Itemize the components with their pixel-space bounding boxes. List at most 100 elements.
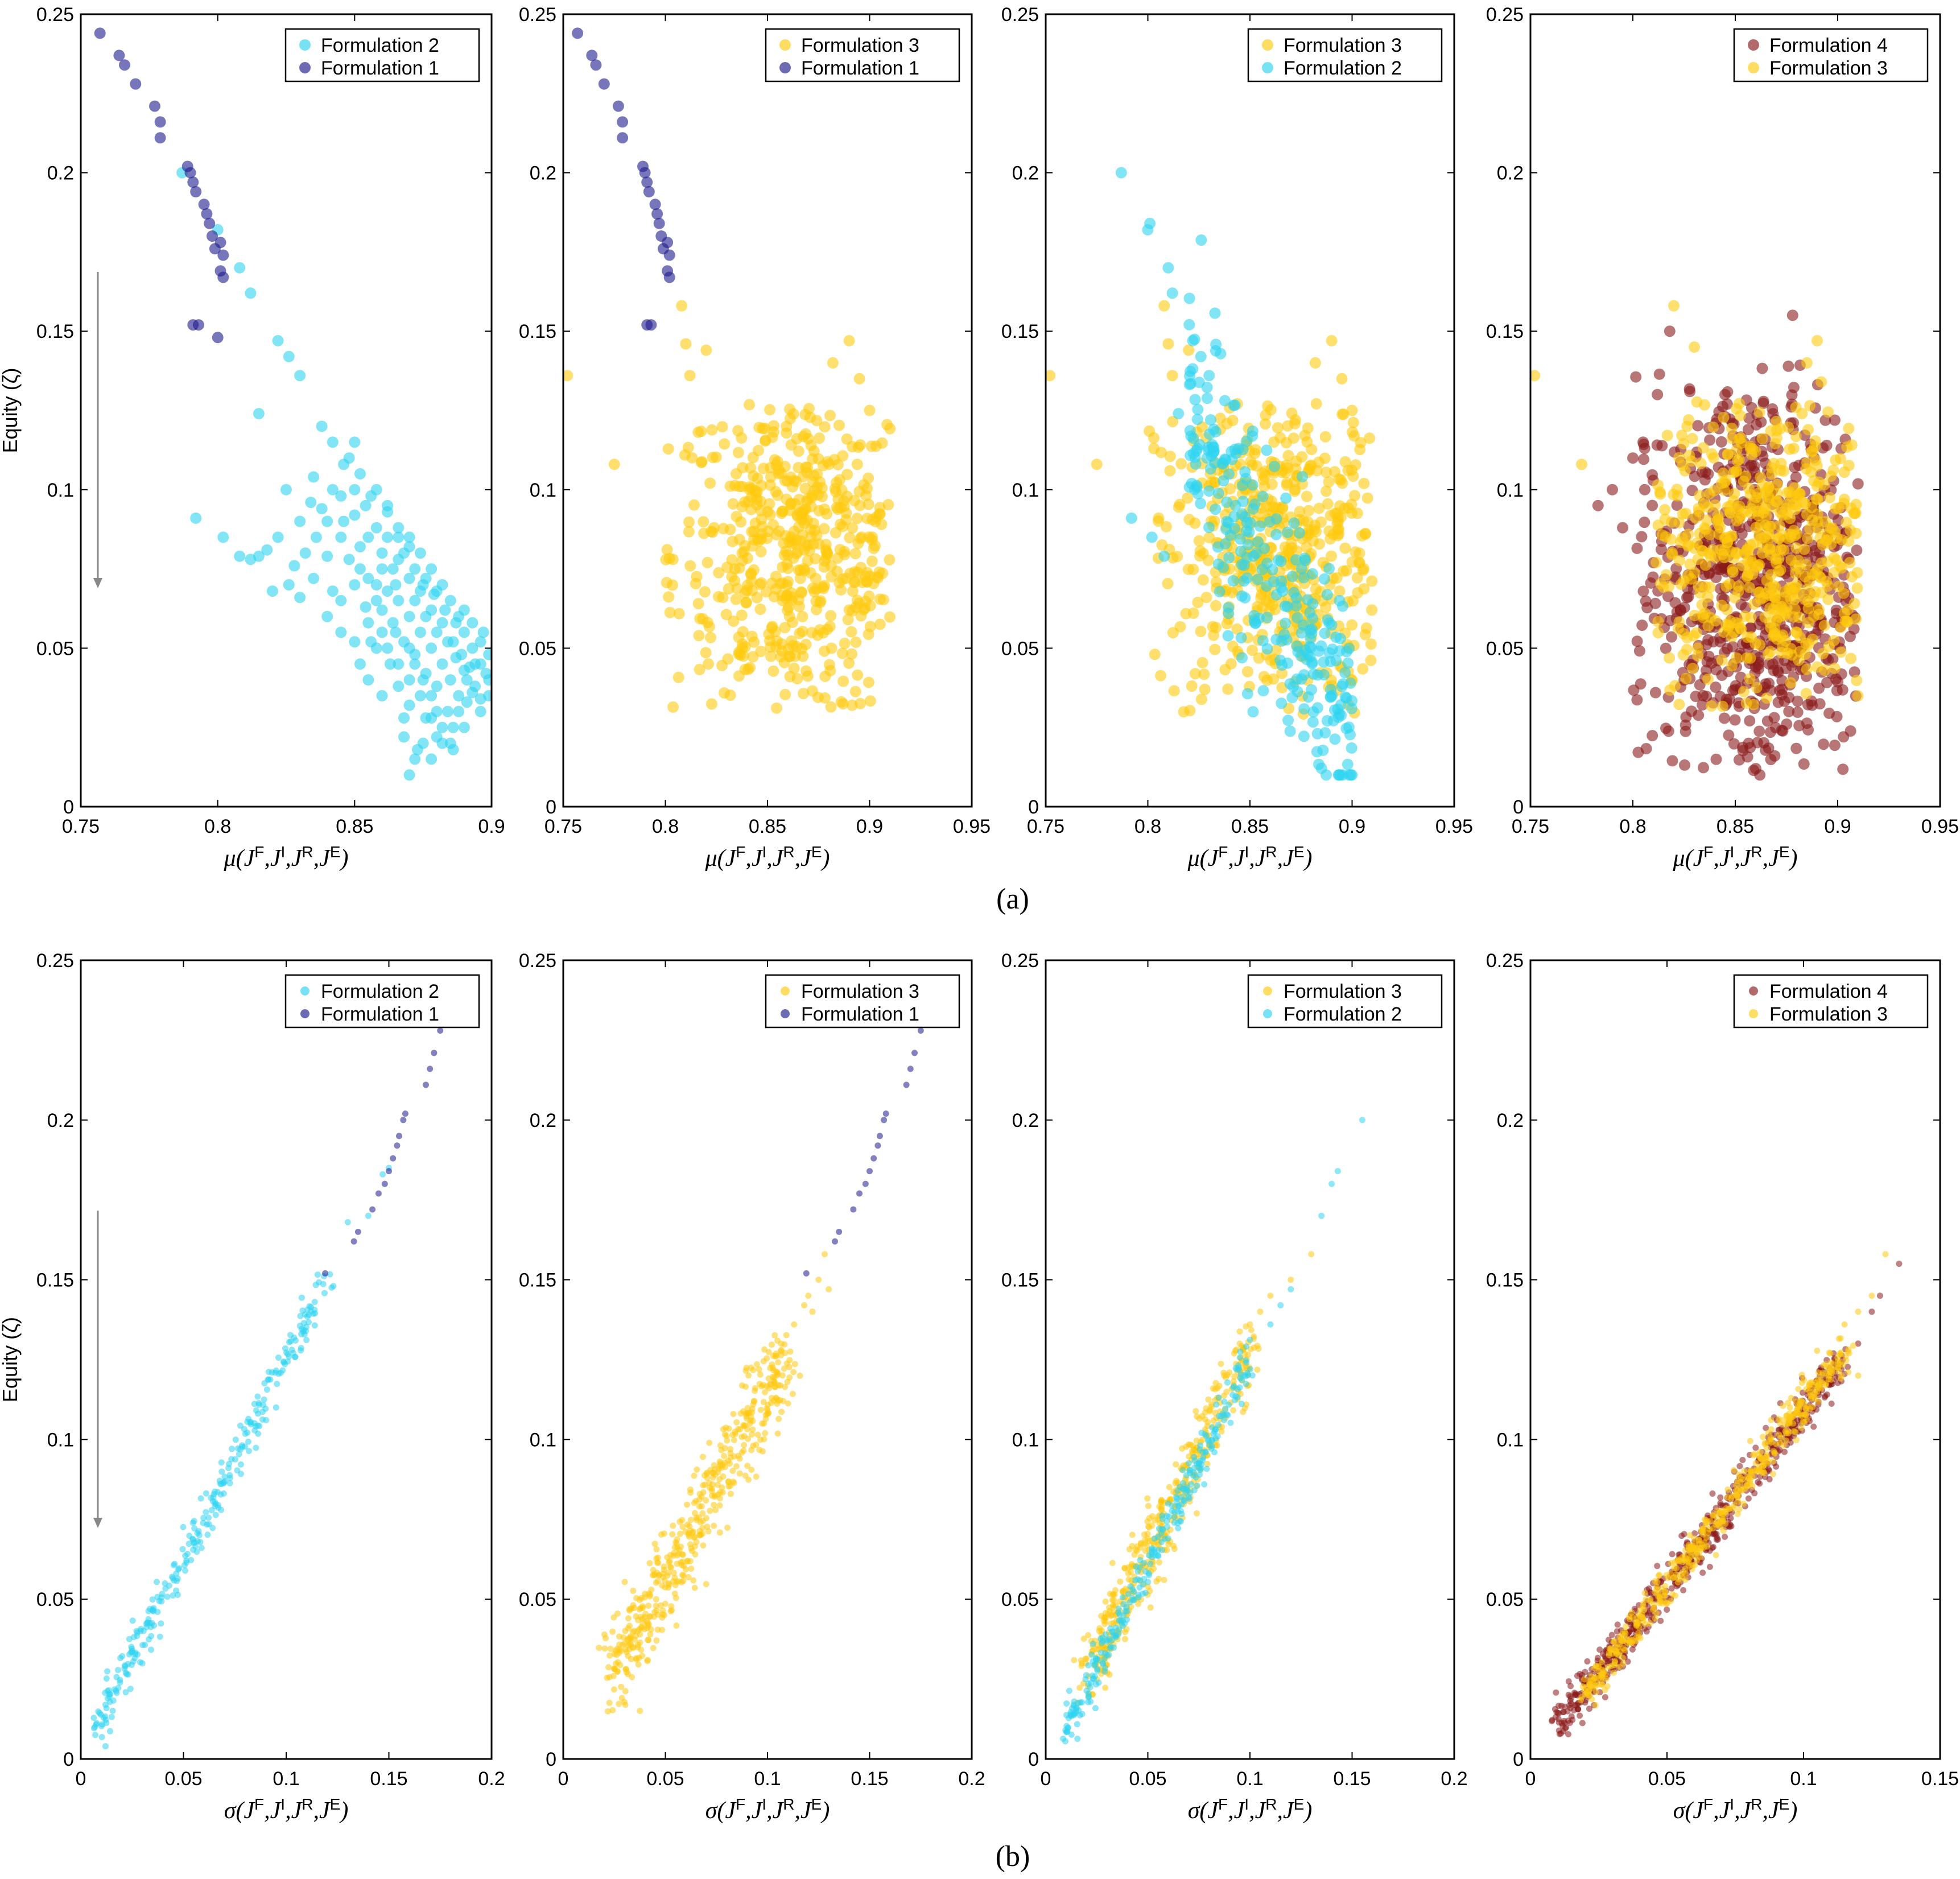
data-point	[617, 116, 629, 128]
data-point	[384, 658, 396, 670]
data-point	[746, 540, 758, 552]
data-point	[1223, 608, 1235, 620]
data-point	[1210, 600, 1222, 612]
data-point	[1747, 568, 1759, 580]
data-point	[1687, 663, 1699, 674]
data-point	[431, 626, 443, 638]
data-point	[811, 468, 823, 480]
data-point	[1790, 472, 1802, 483]
data-point	[1307, 613, 1319, 625]
data-point	[1144, 425, 1156, 437]
data-point	[154, 1579, 160, 1585]
data-point	[349, 509, 361, 521]
data-point	[1740, 470, 1752, 482]
data-point	[1631, 694, 1643, 706]
data-point	[1793, 488, 1805, 499]
data-point	[1755, 492, 1767, 504]
data-point	[97, 1711, 104, 1718]
data-point	[866, 514, 878, 526]
data-point	[1753, 406, 1765, 418]
data-point	[686, 452, 698, 464]
data-point	[1702, 634, 1714, 646]
data-point	[1216, 1382, 1223, 1389]
data-point	[1676, 430, 1688, 441]
data-point	[154, 1609, 161, 1615]
data-point	[1726, 631, 1738, 643]
data-point	[203, 1509, 209, 1515]
data-point	[866, 1168, 873, 1175]
data-point	[1080, 1636, 1087, 1642]
data-point	[1732, 455, 1744, 466]
data-point	[1332, 515, 1344, 527]
legend-marker	[1262, 39, 1273, 51]
data-point	[1334, 594, 1346, 606]
series-formulation-1	[322, 976, 466, 1277]
data-point	[1250, 617, 1262, 629]
x-axis-label: σ(JF,JI,JR,JE)	[224, 1795, 349, 1824]
data-point	[1144, 1530, 1151, 1537]
data-point	[586, 49, 598, 61]
data-point	[1326, 550, 1337, 562]
data-point	[662, 1600, 669, 1607]
data-point	[1852, 478, 1864, 490]
legend-entry: Formulation 1	[801, 57, 919, 79]
data-point	[436, 737, 448, 749]
data-point	[321, 610, 333, 622]
data-point	[245, 1438, 251, 1445]
data-point	[1785, 643, 1797, 655]
data-point	[1771, 488, 1783, 499]
data-point	[169, 1574, 175, 1580]
data-point	[603, 1635, 609, 1642]
data-point	[1726, 423, 1738, 434]
data-point	[1254, 1366, 1261, 1373]
data-point	[762, 526, 774, 538]
data-point	[1205, 414, 1216, 426]
data-point	[1083, 1687, 1090, 1694]
data-point	[1340, 692, 1352, 704]
data-point	[784, 413, 796, 424]
data-point	[733, 1419, 740, 1426]
data-point	[1736, 437, 1747, 449]
data-point	[1748, 460, 1760, 472]
data-point	[590, 59, 602, 71]
data-point	[1215, 1394, 1222, 1401]
data-point	[730, 1411, 737, 1417]
data-point	[764, 404, 775, 416]
data-point	[1260, 418, 1271, 430]
data-point	[327, 436, 339, 448]
data-point	[1211, 1449, 1218, 1456]
data-point	[662, 443, 674, 455]
data-point	[1846, 439, 1858, 451]
data-point	[1806, 502, 1818, 513]
data-point	[1636, 620, 1648, 631]
data-point	[436, 721, 448, 733]
data-point	[1203, 1465, 1210, 1472]
data-point	[1197, 1467, 1204, 1473]
data-point	[1726, 432, 1738, 444]
data-point	[139, 1642, 146, 1649]
data-point	[1835, 646, 1847, 658]
data-point	[1738, 685, 1749, 697]
data-point	[115, 1667, 121, 1674]
data-point	[696, 456, 708, 468]
data-point	[305, 497, 317, 509]
data-point	[1195, 350, 1207, 362]
data-point	[1319, 452, 1331, 464]
data-point	[815, 1277, 822, 1283]
data-point	[103, 1675, 110, 1682]
data-point	[1091, 459, 1103, 470]
data-point	[1768, 457, 1780, 469]
data-point	[837, 698, 849, 710]
data-point	[1223, 552, 1235, 564]
legend-entry: Formulation 3	[1769, 57, 1888, 79]
x-tick-label: 0.2	[958, 1768, 985, 1790]
data-point	[1286, 542, 1298, 554]
data-point	[1671, 499, 1683, 511]
data-point	[625, 1615, 632, 1622]
data-point	[1288, 1286, 1294, 1292]
data-point	[1211, 1428, 1218, 1435]
data-point	[1306, 568, 1318, 580]
data-point	[200, 1514, 207, 1521]
data-point	[706, 1439, 713, 1446]
